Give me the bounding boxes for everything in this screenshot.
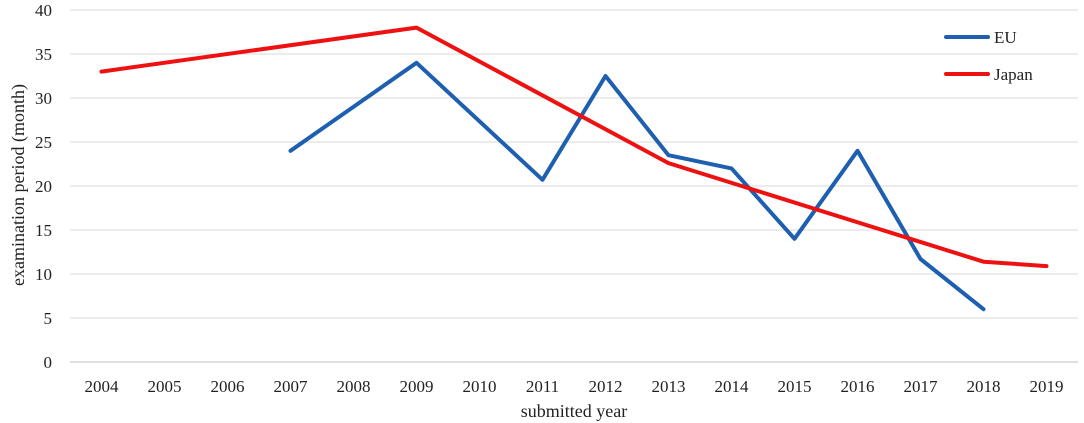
series-line-japan	[99, 25, 1049, 269]
x-axis-title: submitted year	[521, 401, 627, 421]
x-tick-label: 2009	[400, 377, 434, 396]
x-tick-label: 2019	[1030, 377, 1064, 396]
gridlines	[70, 9, 1078, 363]
series-line-eu	[288, 60, 986, 312]
y-tick-label: 35	[35, 45, 52, 64]
y-tick-label: 30	[35, 89, 52, 108]
x-tick-label: 2012	[589, 377, 623, 396]
legend-label-eu: EU	[994, 28, 1017, 47]
legend: EU Japan	[944, 28, 1033, 84]
x-tick-label: 2004	[85, 377, 120, 396]
y-axis-ticks: 0 5 10 15 20 25 30 35 40	[35, 1, 52, 372]
x-tick-label: 2007	[274, 377, 309, 396]
x-tick-label: 2006	[211, 377, 245, 396]
legend-label-japan: Japan	[994, 65, 1033, 84]
y-tick-label: 40	[35, 1, 52, 20]
y-tick-label: 15	[35, 221, 52, 240]
x-tick-label: 2017	[904, 377, 939, 396]
y-tick-label: 10	[35, 265, 52, 284]
x-tick-label: 2015	[778, 377, 812, 396]
x-tick-label: 2018	[967, 377, 1001, 396]
x-tick-label: 2011	[526, 377, 559, 396]
y-tick-label: 5	[44, 309, 53, 328]
x-tick-label: 2008	[337, 377, 371, 396]
x-tick-label: 2016	[841, 377, 875, 396]
y-tick-label: 20	[35, 177, 52, 196]
series-lines	[99, 25, 1049, 312]
x-tick-label: 2010	[463, 377, 497, 396]
x-tick-label: 2013	[652, 377, 686, 396]
x-tick-label: 2005	[148, 377, 182, 396]
y-tick-label: 25	[35, 133, 52, 152]
y-tick-label: 0	[44, 353, 53, 372]
y-axis-title: examination period (month)	[8, 84, 29, 286]
x-axis-ticks: 2004 2005 2006 2007 2008 2009 2010 2011 2012 2013…	[85, 377, 1064, 396]
x-tick-label: 2014	[715, 377, 750, 396]
